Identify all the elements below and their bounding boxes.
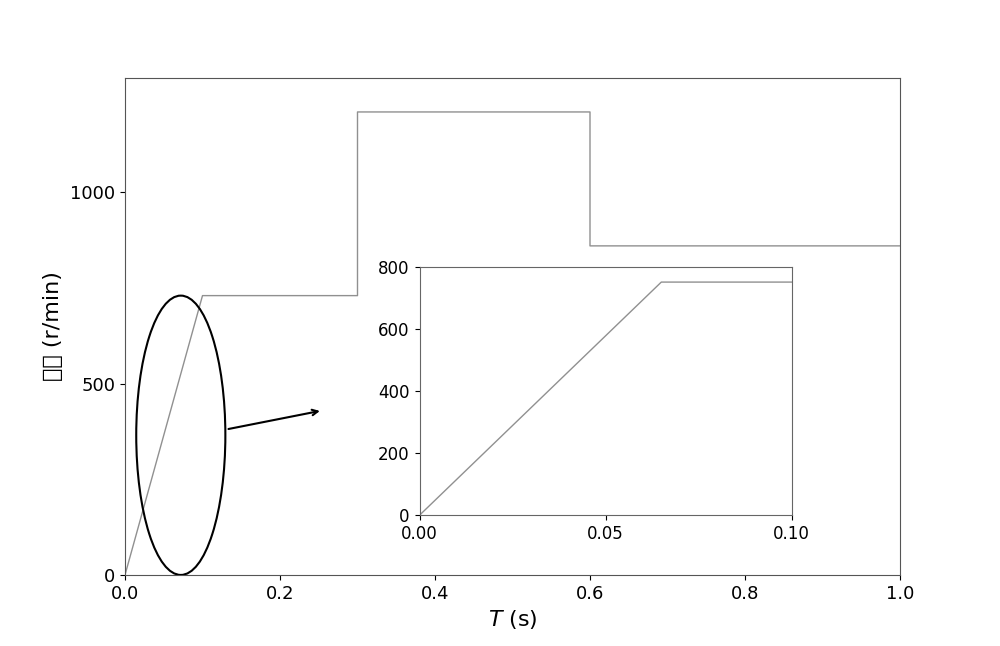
X-axis label: $T$ (s): $T$ (s) bbox=[488, 609, 537, 631]
Y-axis label: 转速 (r/min): 转速 (r/min) bbox=[43, 271, 63, 381]
